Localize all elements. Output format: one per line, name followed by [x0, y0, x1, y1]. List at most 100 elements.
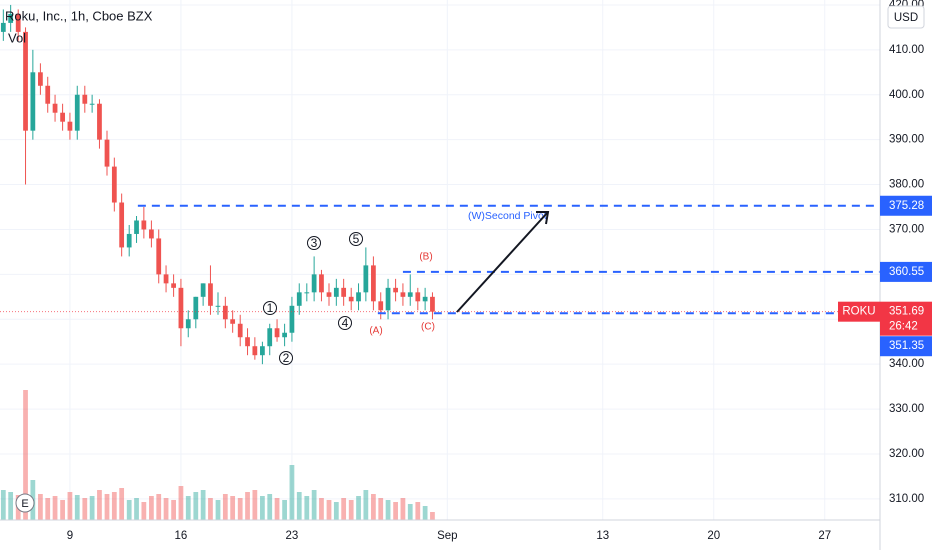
candle-body: [156, 238, 162, 275]
candle-body: [141, 220, 147, 230]
candle-body: [178, 287, 184, 329]
candle-body: [119, 202, 125, 248]
volume-bar: [385, 500, 391, 520]
candle-body: [134, 220, 139, 234]
candle-body: [163, 274, 169, 284]
volume-bar: [400, 498, 406, 520]
y-tick-label: 370.00: [889, 223, 924, 235]
candle-body: [149, 229, 154, 239]
wave-label: (A): [369, 326, 382, 337]
x-tick-label: 16: [175, 530, 188, 542]
symbol-tag: [838, 301, 880, 322]
x-tick-label: 20: [707, 530, 720, 542]
candle-body: [378, 301, 384, 311]
candle-body: [385, 287, 391, 311]
candle-body: [422, 296, 428, 302]
volume-bar: [149, 496, 154, 520]
candle-body: [0, 22, 6, 32]
volume-bar: [215, 500, 221, 520]
candle-body: [356, 292, 361, 302]
grid: [0, 0, 880, 520]
annotations: 1 2 3 4 5 (A) (B) (C) (W)Second Pivot: [263, 210, 550, 365]
volume-bar: [89, 496, 95, 520]
y-tick-label: 380.00: [889, 179, 924, 191]
wave-circle: [307, 236, 321, 250]
y-tick-label: 410.00: [889, 44, 924, 56]
volume-bar: [200, 490, 206, 520]
x-tick-label: 9: [67, 530, 73, 542]
volume-label: Vol: [8, 30, 26, 45]
wave-circle: [349, 232, 363, 246]
volume-bar: [378, 498, 384, 520]
candle-body: [363, 265, 369, 293]
volume-bar: [407, 504, 413, 520]
currency-box[interactable]: [887, 5, 925, 29]
volume-bar: [304, 496, 310, 520]
candle-body: [30, 72, 36, 131]
wave-circle: [263, 301, 277, 315]
volume-bar: [319, 498, 324, 520]
volume-bar: [38, 494, 43, 520]
volume-bar: [274, 498, 280, 520]
volume-bar: [237, 498, 243, 520]
volume-bar: [252, 490, 258, 520]
volume-bar: [67, 492, 73, 520]
candle-body: [82, 94, 88, 104]
candle-body: [371, 265, 376, 302]
candle-body: [267, 328, 273, 347]
volume-bar: [171, 500, 176, 520]
volume-bar: [0, 490, 6, 520]
x-tick-label: Sep: [437, 530, 457, 542]
volume-bar: [311, 490, 317, 520]
level-tag-label: 375.28: [889, 200, 924, 212]
wave-label: 5: [353, 232, 360, 246]
volume-bar: [296, 492, 302, 520]
volume-bar: [119, 488, 125, 520]
candle-body: [348, 296, 354, 302]
volume-bar: [208, 498, 213, 520]
volume-bar: [282, 500, 287, 520]
volume-bar: [156, 494, 162, 520]
x-tick-label: 23: [286, 530, 299, 542]
volume-bar: [415, 502, 421, 520]
x-tick-label: 27: [818, 530, 831, 542]
currency[interactable]: USD: [894, 12, 918, 24]
volume-bar: [163, 498, 169, 520]
last-price-tag: [880, 301, 932, 336]
candle-body: [215, 305, 221, 307]
volume-bar: [134, 498, 139, 520]
level-tag-label: 360.55: [889, 266, 924, 278]
candle-body: [289, 305, 295, 333]
candles: [0, 4, 435, 365]
candle-body: [333, 287, 339, 297]
earnings-icon[interactable]: [15, 493, 35, 513]
level-tag: [880, 261, 932, 282]
earnings-label[interactable]: E: [21, 498, 28, 510]
candle-body: [60, 112, 65, 122]
axes: 310.00320.00330.00340.00350.00360.00370.…: [67, 0, 932, 542]
volume: [0, 390, 435, 520]
candle-body: [274, 328, 280, 338]
last-price-label: 351.69: [889, 306, 924, 318]
candle-body: [319, 274, 324, 293]
volume-bar: [52, 496, 58, 520]
candle-body: [97, 103, 102, 140]
volume-bar: [341, 498, 347, 520]
volume-bar: [289, 465, 295, 520]
candle-body: [185, 319, 191, 329]
volume-bar: [393, 502, 398, 520]
y-tick-label: 330.00: [889, 403, 924, 415]
volume-bar: [23, 390, 28, 520]
candle-body: [252, 346, 258, 356]
volume-bar: [45, 498, 51, 520]
volume-bar: [193, 492, 199, 520]
volume-bar: [222, 494, 228, 520]
y-tick-label: 310.00: [889, 493, 924, 505]
candle-body: [104, 139, 110, 167]
volume-bar: [267, 494, 273, 520]
volume-bar: [430, 512, 435, 520]
symbol-tag-label: ROKU: [842, 306, 875, 318]
volume-bar: [326, 500, 332, 520]
countdown-label: 26:42: [889, 321, 918, 333]
candle-body: [74, 94, 80, 131]
